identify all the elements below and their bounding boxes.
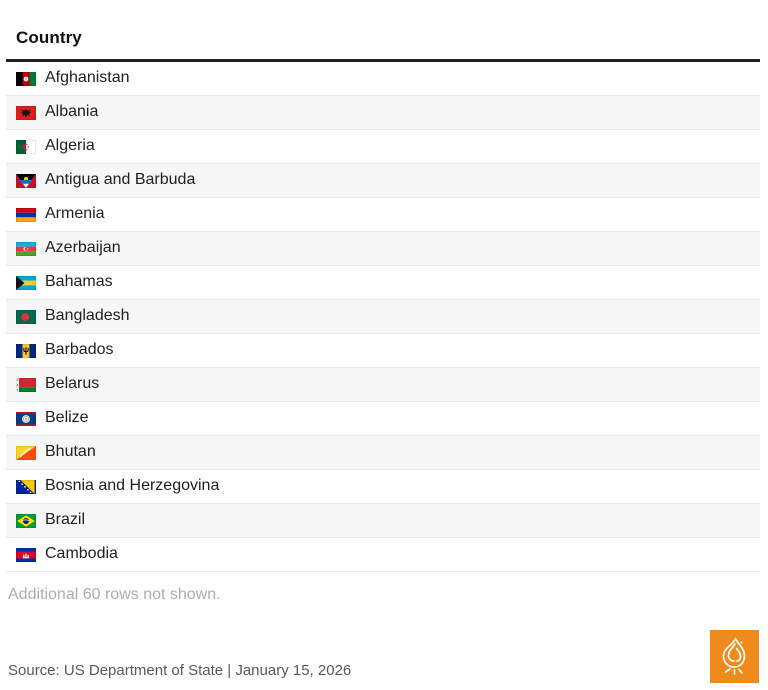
brazil-flag-icon: [16, 513, 36, 528]
country-name: Belarus: [45, 375, 100, 392]
cambodia-flag-icon: [16, 547, 36, 562]
table-row: Albania: [6, 96, 760, 130]
table-row: Bhutan: [6, 436, 760, 470]
additional-rows-note: Additional 60 rows not shown.: [8, 586, 221, 603]
table-body: Afghanistan Albania Algeria Antigua and …: [6, 62, 760, 572]
country-name: Afghanistan: [45, 69, 130, 86]
algeria-flag-icon: [16, 139, 36, 154]
country-name: Algeria: [45, 137, 95, 154]
country-name: Bhutan: [45, 443, 96, 460]
country-table: Country Afghanistan Albania Algeria Anti…: [6, 22, 760, 572]
table-row: Armenia: [6, 198, 760, 232]
al-jazeera-logo: [710, 630, 759, 683]
afghanistan-flag-icon: [16, 71, 36, 86]
country-name: Bahamas: [45, 273, 113, 290]
table-row: Azerbaijan: [6, 232, 760, 266]
table-row: Bahamas: [6, 266, 760, 300]
bhutan-flag-icon: [16, 445, 36, 460]
country-name: Albania: [45, 103, 99, 120]
country-name: Bangladesh: [45, 307, 130, 324]
country-name: Azerbaijan: [45, 239, 121, 256]
table-row: Bangladesh: [6, 300, 760, 334]
table-row: Brazil: [6, 504, 760, 538]
table-row: Algeria: [6, 130, 760, 164]
country-name: Barbados: [45, 341, 114, 358]
country-name: Armenia: [45, 205, 105, 222]
table-row: Bosnia and Herzegovina: [6, 470, 760, 504]
bahamas-flag-icon: [16, 275, 36, 290]
table-row: Afghanistan: [6, 62, 760, 96]
table-row: Belize: [6, 402, 760, 436]
bangladesh-flag-icon: [16, 309, 36, 324]
antigua-and-barbuda-flag-icon: [16, 173, 36, 188]
azerbaijan-flag-icon: [16, 241, 36, 256]
country-name: Brazil: [45, 511, 86, 528]
table-header-row: Country: [6, 22, 760, 62]
source-attribution: Source: US Department of State | January…: [8, 662, 352, 679]
al-jazeera-flame-icon: [710, 630, 759, 683]
albania-flag-icon: [16, 105, 36, 120]
bosnia-and-herzegovina-flag-icon: [16, 479, 36, 494]
country-name: Cambodia: [45, 545, 118, 562]
column-header-country: Country: [16, 28, 82, 47]
table-row: Belarus: [6, 368, 760, 402]
armenia-flag-icon: [16, 207, 36, 222]
country-name: Belize: [45, 409, 89, 426]
country-name: Antigua and Barbuda: [45, 171, 196, 188]
table-row: Barbados: [6, 334, 760, 368]
country-name: Bosnia and Herzegovina: [45, 477, 220, 494]
table-row: Cambodia: [6, 538, 760, 572]
belarus-flag-icon: [16, 377, 36, 392]
barbados-flag-icon: [16, 343, 36, 358]
table-row: Antigua and Barbuda: [6, 164, 760, 198]
belize-flag-icon: [16, 411, 36, 426]
